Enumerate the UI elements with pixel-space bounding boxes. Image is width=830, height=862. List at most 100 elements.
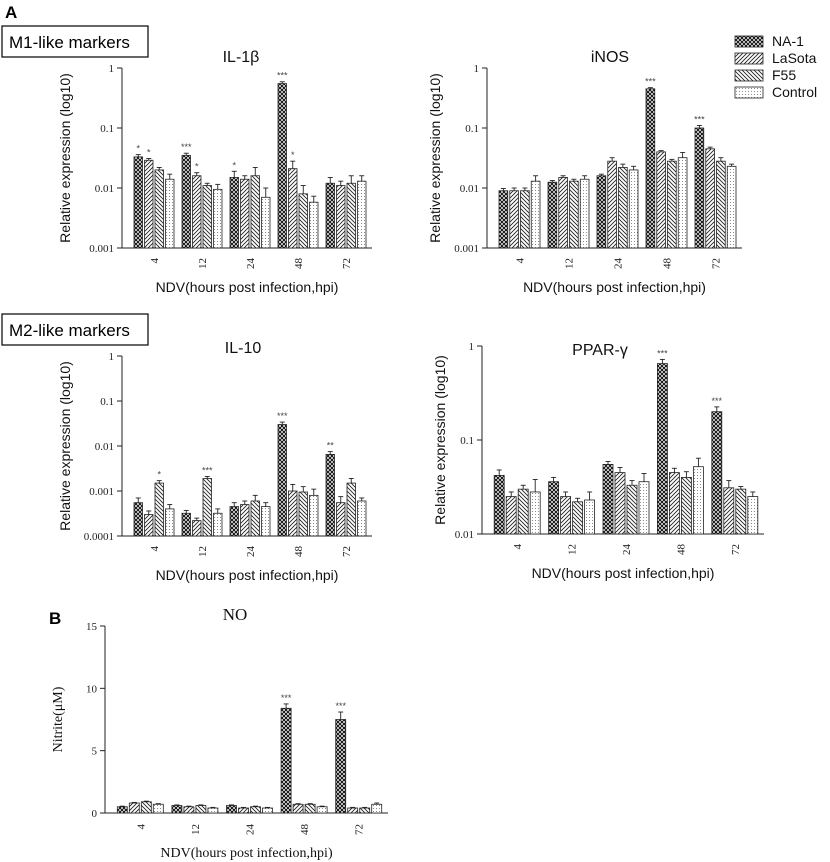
bar-f55-48 xyxy=(667,160,677,249)
x-tick-label: 24 xyxy=(245,546,257,558)
bar-lasota-48 xyxy=(292,803,304,814)
bar-na1-24 xyxy=(229,506,239,537)
bar-f55-72 xyxy=(346,182,356,249)
bar-lasota-72 xyxy=(347,807,359,814)
x-tick-label: 48 xyxy=(675,544,687,556)
chart-pparg: PPAR-γ 1 0.1 0.01 Relative expression (log10… xyxy=(432,341,764,581)
x-tick-label: 24 xyxy=(621,544,633,556)
bar-control-24 xyxy=(628,169,639,249)
x-tick-label: 12 xyxy=(567,544,579,555)
y-tick-label: 0.001 xyxy=(454,243,479,255)
y-tick-label: 15 xyxy=(86,621,98,633)
y-axis-label: Relative expression (log10) xyxy=(427,73,443,243)
legend-label-lasota: LaSota xyxy=(772,50,817,66)
bar-f55-72 xyxy=(716,160,726,249)
bar-lasota-48 xyxy=(669,472,680,535)
x-tick-label: 24 xyxy=(613,258,625,270)
legend-swatch-control xyxy=(734,86,764,99)
y-axis-label: Relative expression (log10) xyxy=(432,355,448,525)
significance-marker: * xyxy=(136,144,140,154)
y-tick-label: 0.1 xyxy=(460,435,474,447)
bar-f55-72 xyxy=(359,807,371,814)
chart-title: NO xyxy=(223,605,248,624)
bar-f55-4 xyxy=(154,482,164,537)
bar-na1-12 xyxy=(181,154,191,249)
bar-control-24 xyxy=(262,807,273,814)
bar-lasota-12 xyxy=(192,520,202,537)
bar-lasota-72 xyxy=(336,502,346,537)
bar-f55-48 xyxy=(681,477,692,535)
significance-marker: *** xyxy=(694,115,705,125)
significance-marker: *** xyxy=(657,348,668,358)
y-tick-label: 0.001 xyxy=(89,486,114,498)
bar-f55-48 xyxy=(298,491,308,537)
bar-na1-4 xyxy=(133,502,143,537)
y-tick-label: 1 xyxy=(109,351,115,363)
significance-marker: * xyxy=(157,470,161,480)
bar-f55-4 xyxy=(520,190,530,249)
significance-marker: *** xyxy=(645,77,656,87)
bar-f55-12 xyxy=(202,478,212,537)
bar-lasota-12 xyxy=(192,175,202,249)
bar-f55-24 xyxy=(626,484,638,535)
x-tick-label: 4 xyxy=(512,544,524,550)
x-tick-label: 12 xyxy=(564,258,576,269)
x-tick-label: 72 xyxy=(711,258,723,269)
bar-control-72 xyxy=(747,496,759,535)
bar-lasota-48 xyxy=(656,151,666,249)
y-tick-label: 1 xyxy=(474,63,480,75)
y-tick-label: 5 xyxy=(92,746,98,758)
significance-marker: *** xyxy=(181,142,192,152)
bar-na1-12 xyxy=(171,805,183,814)
legend-label-na1: NA-1 xyxy=(772,33,804,49)
bar-f55-24 xyxy=(618,167,628,249)
legend-swatch-na1 xyxy=(734,35,764,48)
x-tick-label: 12 xyxy=(197,258,209,269)
x-tick-label: 48 xyxy=(293,258,305,270)
significance-marker: * xyxy=(147,148,151,158)
bar-lasota-48 xyxy=(288,168,298,249)
legend-swatch-lasota xyxy=(734,52,764,65)
y-axis-label: Relative expression (log10) xyxy=(57,361,73,531)
bar-control-72 xyxy=(357,500,367,537)
bar-na1-48 xyxy=(657,363,668,535)
bar-lasota-72 xyxy=(705,148,715,249)
bar-control-12 xyxy=(213,512,223,537)
x-tick-label: 48 xyxy=(293,546,305,558)
bar-na1-48 xyxy=(645,88,656,249)
m1-label-box xyxy=(1,25,149,58)
bar-na1-4 xyxy=(498,190,509,249)
y-tick-label: 1 xyxy=(469,341,475,353)
bar-lasota-4 xyxy=(144,159,154,249)
bar-control-24 xyxy=(261,196,271,249)
bar-f55-4 xyxy=(517,488,529,535)
x-axis-label: NDV(hours post infection,hpi) xyxy=(156,279,339,295)
bar-lasota-24 xyxy=(240,504,250,537)
bar-control-48 xyxy=(309,494,319,537)
x-tick-label: 72 xyxy=(341,546,353,557)
bar-na1-4 xyxy=(116,806,128,814)
chart-title: PPAR-γ xyxy=(572,342,628,359)
x-tick-label: 48 xyxy=(299,824,311,836)
m2-label-box xyxy=(1,313,149,346)
legend-label-f55: F55 xyxy=(772,67,796,83)
y-tick-label: 0.01 xyxy=(95,183,114,195)
bar-na1-72 xyxy=(325,182,335,249)
bar-lasota-24 xyxy=(238,807,249,814)
x-tick-label: 24 xyxy=(245,258,257,270)
bar-na1-24 xyxy=(226,805,237,814)
bar-lasota-24 xyxy=(607,160,617,249)
legend-label-control: Control xyxy=(772,84,817,100)
bar-lasota-12 xyxy=(558,177,568,249)
y-tick-label: 0.1 xyxy=(100,123,114,135)
chart-no: NO 15 10 5 0 Nitrite(μM) NDV(hours post infect… xyxy=(51,605,388,861)
bar-f55-12 xyxy=(202,185,212,249)
x-tick-label: 72 xyxy=(341,258,353,269)
x-tick-label: 4 xyxy=(149,258,161,264)
bar-f55-24 xyxy=(250,500,260,537)
y-tick-label: 10 xyxy=(86,683,98,695)
bar-f55-12 xyxy=(195,805,207,814)
bar-control-12 xyxy=(584,499,595,535)
legend-swatch-f55 xyxy=(734,69,764,82)
bar-control-72 xyxy=(726,165,737,249)
